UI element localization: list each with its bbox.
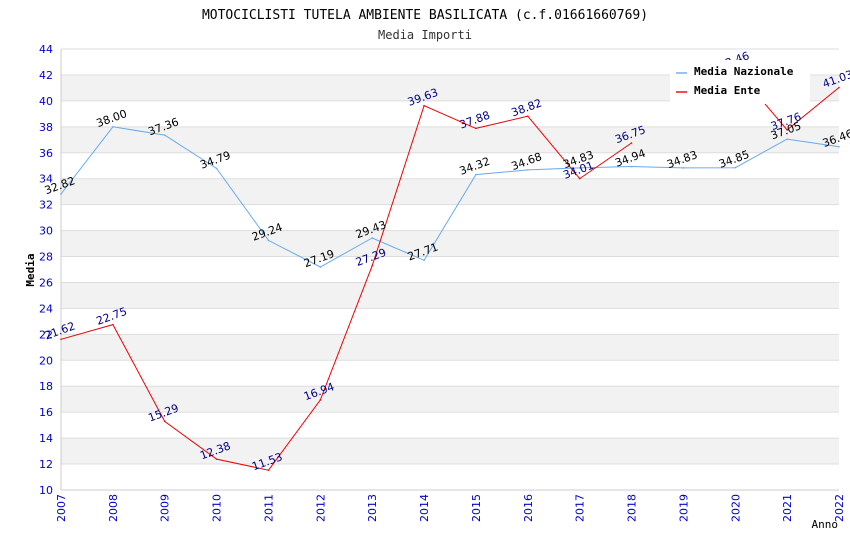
data-point-media-nazionale [838, 145, 840, 148]
x-tick-label: 2020 [729, 494, 742, 522]
grid-band [61, 230, 839, 257]
x-tick-label: 2010 [211, 494, 224, 522]
y-tick-label: 42 [39, 69, 53, 82]
grid-band [61, 126, 839, 153]
data-point-media-ente [786, 129, 788, 131]
y-tick-label: 28 [39, 251, 53, 264]
data-point-media-ente [475, 127, 477, 130]
y-tick-label: 36 [39, 147, 53, 160]
data-label-media-nazionale: 34.32 [458, 155, 492, 178]
data-point-media-nazionale [163, 134, 166, 136]
grid-lines [61, 48, 839, 491]
data-point-media-ente [371, 264, 374, 267]
data-point-media-nazionale [578, 167, 581, 169]
grid-band [61, 438, 839, 465]
data-point-media-ente [630, 142, 633, 144]
x-tick-label: 2012 [314, 494, 327, 522]
x-tick-label: 2017 [574, 494, 587, 522]
x-tick-label: 2018 [626, 494, 639, 522]
legend-label-media-nazionale: Media Nazionale [694, 65, 794, 78]
x-tick-label: 2021 [781, 494, 794, 522]
x-tick-label: 2007 [55, 494, 68, 522]
data-point-media-ente [527, 115, 529, 117]
y-tick-label: 10 [39, 484, 53, 497]
data-point-media-nazionale [112, 126, 114, 128]
data-point-media-nazionale [527, 169, 529, 171]
data-point-media-nazionale [475, 173, 477, 176]
data-point-media-nazionale [60, 193, 62, 195]
series-line-media-nazionale [60, 126, 840, 268]
x-tick-label: 2008 [107, 494, 120, 522]
x-tick-label: 2011 [262, 494, 275, 522]
data-point-media-nazionale [734, 166, 737, 169]
x-tick-label: 2014 [418, 494, 431, 522]
y-tick-label: 20 [39, 354, 53, 367]
data-point-media-ente [267, 469, 270, 471]
y-tick-label: 16 [39, 406, 53, 419]
data-point-media-ente [838, 86, 840, 89]
x-tick-label: 2009 [159, 494, 172, 522]
y-tick-labels: 10 12 14 16 18 20 22 24 26 28 30 32 34 36 38 40 42 44 [39, 43, 53, 497]
y-tick-label: 40 [39, 95, 53, 108]
data-point-media-ente [215, 458, 218, 460]
data-point-media-nazionale [371, 237, 374, 239]
y-tick-label: 22 [39, 328, 53, 341]
grid-bands [61, 74, 839, 465]
legend-box [670, 60, 810, 104]
data-point-media-ente [163, 420, 166, 423]
data-point-media-nazionale [215, 167, 218, 170]
x-axis-label: Anno [812, 518, 839, 531]
y-tick-label: 14 [39, 432, 53, 445]
x-tick-label: 2013 [366, 494, 379, 522]
y-tick-label: 12 [39, 458, 53, 471]
x-tick-labels: 2007 2008 2009 2010 2011 2012 2013 2014 2015 2016… [55, 494, 846, 522]
grid-band [61, 282, 839, 309]
x-tick-label: 2022 [833, 494, 846, 522]
data-point-media-nazionale [786, 138, 788, 140]
y-axis-label: Media [24, 253, 37, 286]
data-point-media-nazionale [267, 239, 270, 242]
legend-label-media-ente: Media Ente [694, 84, 761, 97]
grid-band [61, 386, 839, 413]
axes [60, 49, 839, 491]
chart-title: MOTOCICLISTI TUTELA AMBIENTE BASILICATA … [202, 8, 648, 23]
data-point-media-ente [60, 338, 62, 341]
data-point-media-ente [319, 399, 322, 401]
data-point-media-nazionale [319, 266, 322, 268]
grid-band [61, 178, 839, 205]
y-tick-label: 34 [39, 173, 53, 186]
y-tick-label: 24 [39, 302, 53, 315]
y-tick-label: 32 [39, 199, 53, 212]
grid-band [61, 334, 839, 361]
data-point-media-ente [112, 323, 114, 326]
data-point-media-ente [578, 177, 581, 180]
data-point-media-nazionale [682, 167, 685, 169]
y-tick-label: 26 [39, 276, 53, 289]
chart-subtitle: Media Importi [378, 28, 472, 42]
y-tick-label: 18 [39, 380, 53, 393]
data-point-media-nazionale [630, 165, 633, 168]
legend: Media Nazionale Media Ente [670, 60, 810, 104]
y-tick-label: 30 [39, 225, 53, 238]
y-tick-label: 44 [39, 43, 53, 56]
data-point-media-nazionale [423, 259, 425, 262]
x-tick-label: 2016 [522, 494, 535, 522]
x-tick-label: 2015 [470, 494, 483, 522]
data-point-media-ente [423, 104, 425, 107]
x-tick-label: 2019 [677, 494, 690, 522]
y-tick-label: 38 [39, 121, 53, 134]
series-line-media-ente [60, 105, 632, 471]
